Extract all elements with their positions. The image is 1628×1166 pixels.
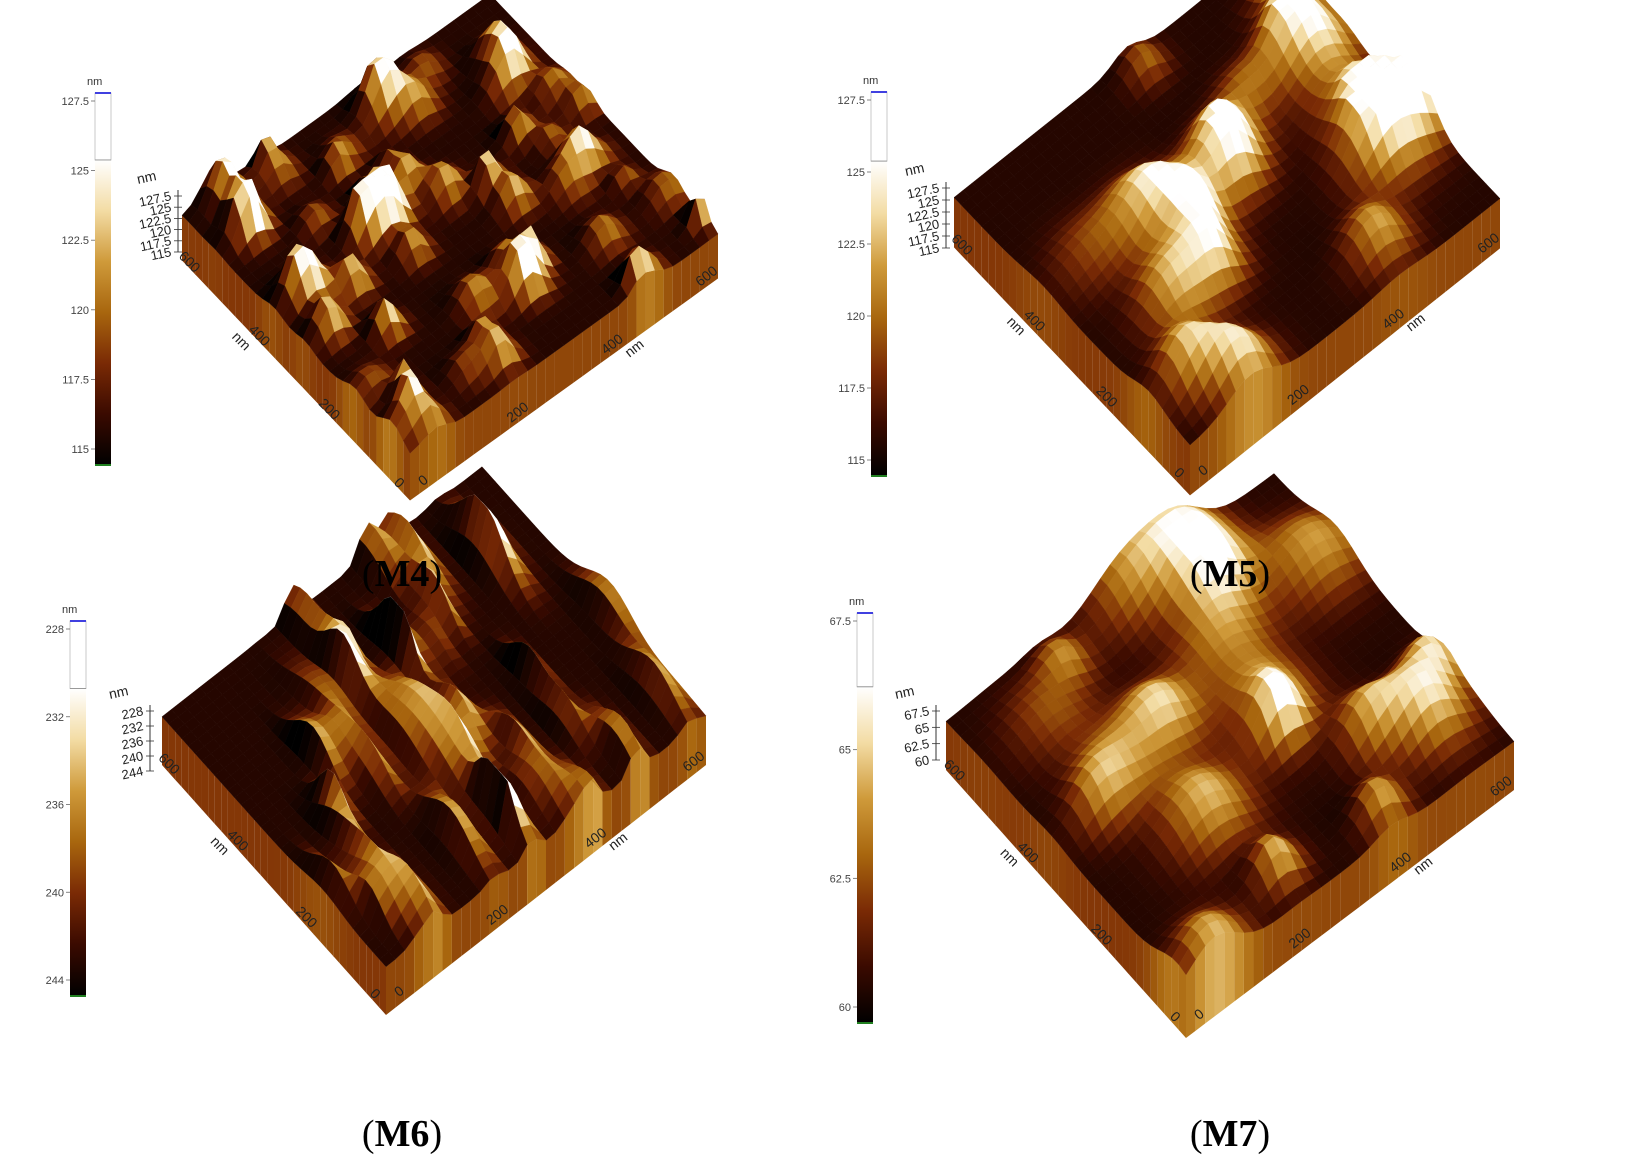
- z-axis-tick-label: 120: [916, 216, 940, 235]
- afm-panel-m4: nm 127.5 125 122.5 120 117.5 115 nm 127.5 125 122.…: [0, 0, 814, 583]
- z-axis-tick-label: 127.5: [138, 188, 173, 209]
- z-axis-tick-label: 117.5: [907, 228, 941, 249]
- z-axis-tick-label: 115: [149, 244, 172, 263]
- colorbar-tick-label: 62.5: [830, 873, 851, 885]
- afm-panel-m5: nm 127.5 125 122.5 120 117.5 115 nm 127.5 125 122.…: [814, 0, 1628, 583]
- colorbar-tick-label: 120: [847, 311, 865, 323]
- colorbar: nm 67.5 65 62.5 60: [830, 596, 874, 1024]
- colorbar-tick-label: 122.5: [61, 235, 89, 247]
- colorbar-tick-label: 125: [847, 167, 865, 179]
- height-surface: [953, 0, 1501, 496]
- colorbar-tick-label: 228: [46, 624, 64, 636]
- z-axis-unit: nm: [107, 682, 129, 702]
- caption-m7-label: M7: [1202, 1113, 1258, 1155]
- z-axis-tick-label: 122.5: [906, 204, 941, 225]
- height-surface: [161, 466, 707, 1015]
- colorbar-tick-label: 236: [46, 800, 64, 812]
- caption-m4: (M4): [361, 553, 443, 595]
- z-axis-tick-label: 125: [148, 199, 172, 218]
- colorbar-unit: nm: [849, 596, 864, 608]
- z-axis-tick-label: 240: [120, 748, 144, 767]
- z-axis-tick-label: 122.5: [138, 211, 173, 232]
- colorbar-tick-label: 240: [46, 887, 64, 899]
- z-axis-tick-label: 228: [120, 703, 144, 722]
- surface-top: [953, 0, 1501, 446]
- colorbar: nm 127.5 125 122.5 120 117.5 115: [61, 76, 112, 466]
- caption-m6: (M6): [361, 1113, 443, 1155]
- colorbar-tick-label: 115: [71, 444, 89, 456]
- colorbar-tick-label: 65: [839, 745, 851, 757]
- afm-surface-m4: nm127.5125122.5120117.5115nm127.5125122.…: [61, 0, 721, 501]
- z-axis-tick-label: 65: [913, 720, 930, 738]
- z-axis-tick-label: 67.5: [903, 703, 931, 723]
- z-axis-tick-label: 244: [120, 763, 144, 782]
- afm-surface-m6: nm228232236240244nm228232236240244020040…: [46, 466, 708, 1015]
- caption-m7: (M7): [1189, 1113, 1271, 1155]
- z-axis-unit: nm: [893, 682, 915, 702]
- surface-top: [161, 466, 707, 967]
- surface-top: [181, 0, 719, 454]
- surface-top: [945, 473, 1515, 976]
- caption-m5-label: M5: [1202, 553, 1258, 595]
- z-axis-unit: nm: [135, 167, 157, 187]
- afm-panel-m7: nm 67.5 65 62.5 60 nm 67.5 65 62.5 60 0 200 400 600 0 2…: [814, 473, 1628, 1166]
- colorbar-tick-label: 117.5: [62, 374, 89, 386]
- afm-surface-m5: nm127.5125122.5120117.5115nm127.5125122.…: [837, 0, 1502, 496]
- z-axis-tick-label: 115: [917, 240, 940, 259]
- z-axis-tick-label: 120: [148, 222, 172, 241]
- colorbar-tick-label: 120: [71, 305, 89, 317]
- colorbar: nm 228 232 236 240 244: [46, 604, 87, 997]
- colorbar-tick-label: 60: [839, 1002, 851, 1014]
- z-axis-tick-label: 232: [120, 718, 144, 737]
- z-axis-unit: nm: [903, 159, 925, 179]
- colorbar-tick-label: 127.5: [61, 96, 89, 108]
- colorbar-tick-label: 67.5: [830, 616, 851, 628]
- colorbar: nm 127.5 125 122.5 120 117.5 115: [837, 75, 888, 477]
- z-axis-tick-label: 60: [913, 752, 930, 770]
- height-surface: [945, 473, 1515, 1038]
- z-axis-tick-label: 125: [916, 192, 940, 211]
- colorbar-unit: nm: [863, 75, 878, 87]
- surface-walls: [162, 715, 706, 1015]
- caption-m5: (M5): [1189, 553, 1271, 595]
- afm-surface-m7: nm67.56562.560nm67.56562.560020040060002…: [830, 473, 1515, 1038]
- surface-walls: [954, 197, 1500, 496]
- colorbar-tick-label: 122.5: [837, 239, 865, 251]
- colorbar-tick-label: 244: [46, 975, 64, 987]
- surface-walls: [946, 721, 1514, 1038]
- caption-m4-label: M4: [374, 553, 430, 595]
- colorbar-tick-label: 115: [847, 455, 865, 467]
- afm-panel-m6: nm 228 232 236 240 244 nm 228 232 236 240 244 0 200 40…: [0, 466, 814, 1166]
- z-axis-tick-label: 117.5: [139, 233, 173, 254]
- colorbar-unit: nm: [62, 604, 77, 616]
- colorbar-unit: nm: [87, 76, 102, 88]
- colorbar-tick-label: 125: [71, 166, 89, 178]
- z-axis-tick-label: 236: [120, 733, 144, 752]
- z-axis-tick-label: 62.5: [903, 736, 931, 756]
- height-surface: [181, 0, 719, 501]
- colorbar-tick-label: 117.5: [838, 383, 865, 395]
- surface-walls: [182, 215, 718, 501]
- colorbar-tick-label: 232: [46, 712, 64, 724]
- colorbar-tick-label: 127.5: [837, 95, 865, 107]
- caption-m6-label: M6: [374, 1113, 430, 1155]
- z-axis-tick-label: 127.5: [906, 180, 941, 201]
